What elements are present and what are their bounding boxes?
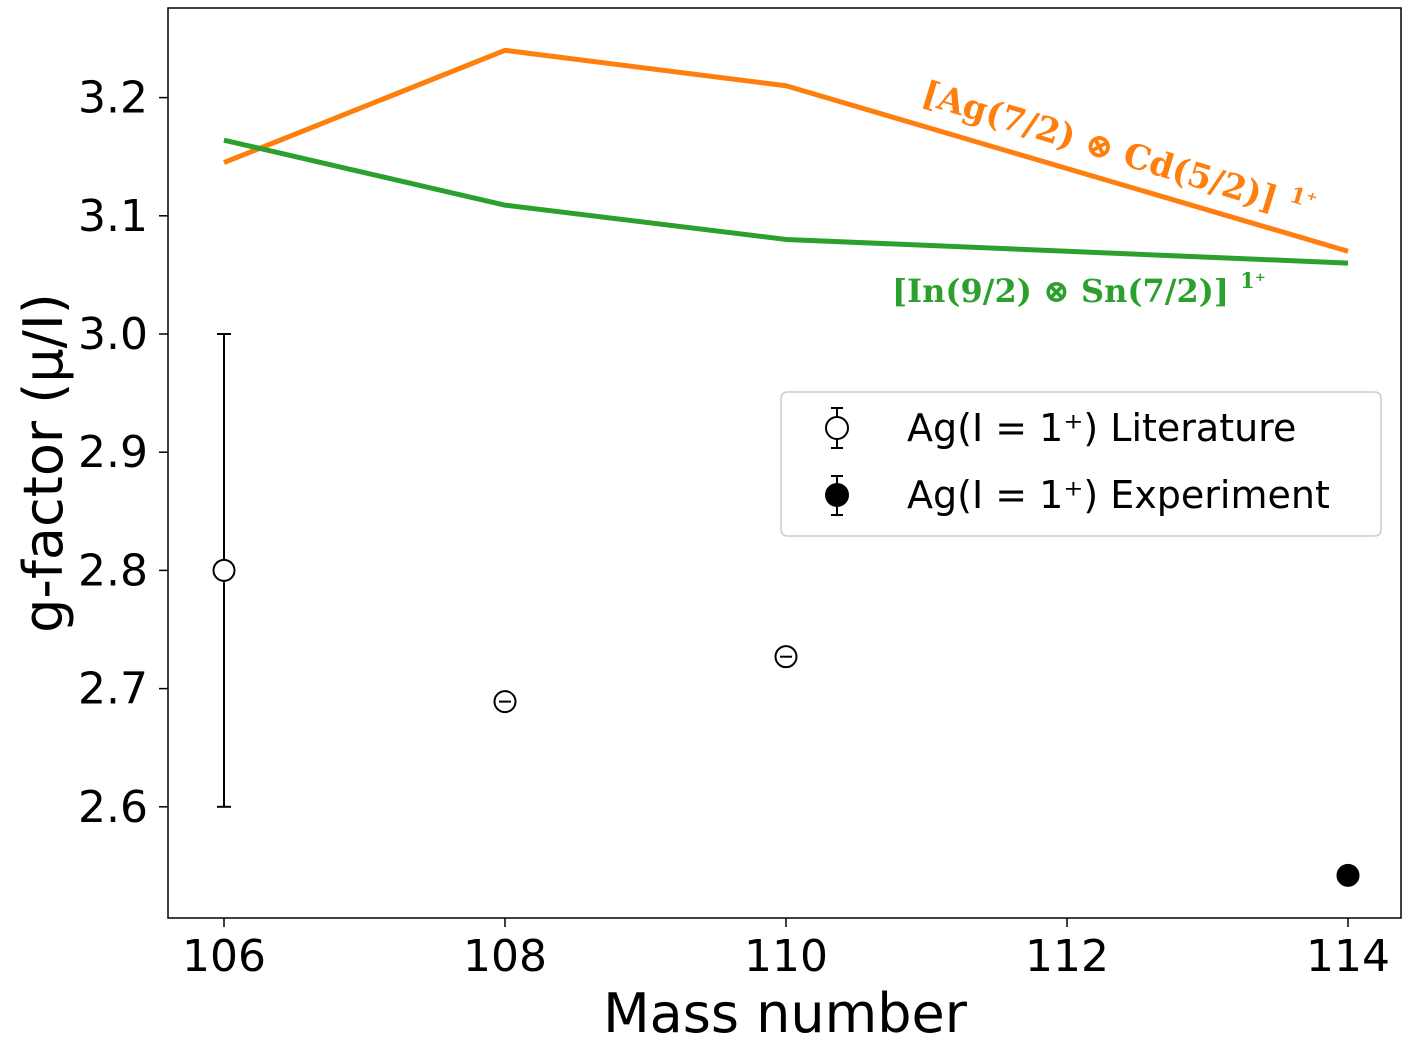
experiment-data-point <box>1336 863 1360 887</box>
x-tick-label: 110 <box>744 931 828 982</box>
annotation-ag-cd: [Ag(7/2) ⊗ Cd(5/2)] 1⁺ <box>917 70 1320 230</box>
annotation-in-sn-sup: 1⁺ <box>1240 268 1266 293</box>
y-tick-label: 2.8 <box>78 545 148 596</box>
y-tick-label: 3.1 <box>78 191 148 242</box>
y-tick-label: 3.2 <box>78 73 148 124</box>
annotation-in-sn: [In(9/2) ⊗ Sn(7/2)] 1⁺ <box>892 268 1266 310</box>
legend-box <box>780 391 1382 537</box>
filled-circle-marker-icon <box>825 483 849 507</box>
x-axis-title: Mass number <box>603 982 968 1040</box>
series-line-in-sn <box>223 137 1349 266</box>
legend-entry-literature: Ag(I = 1⁺) Literature <box>825 406 1296 450</box>
y-tick-label: 2.6 <box>78 782 148 833</box>
annotation-ag-cd-sup: 1⁺ <box>1287 182 1320 215</box>
annotation-ag-cd-main: [Ag(7/2) ⊗ Cd(5/2)] <box>917 73 1282 219</box>
plot-frame <box>167 7 1402 919</box>
x-tick-label: 106 <box>182 931 266 982</box>
y-tick-label: 2.9 <box>78 427 148 478</box>
annotation-in-sn-main: [In(9/2) ⊗ Sn(7/2)] <box>892 272 1229 310</box>
legend-entry-experiment: Ag(I = 1⁺) Experiment <box>825 473 1330 517</box>
legend-label-experiment: Ag(I = 1⁺) Experiment <box>907 473 1330 517</box>
literature-data-point <box>212 558 236 582</box>
legend-label-literature: Ag(I = 1⁺) Literature <box>907 406 1296 450</box>
y-axis-title: g-factor (μ/I) <box>12 293 75 633</box>
open-circle-marker-icon <box>825 416 849 440</box>
x-tick-label: 108 <box>463 931 547 982</box>
axis-ticks: 106 108 110 112 114 2.6 2.7 2.8 2.9 3.0 3.1 3.2 <box>78 73 1390 982</box>
legend: Ag(I = 1⁺) Literature Ag(I = 1⁺) Experim… <box>780 391 1382 537</box>
series-line-ag-cd <box>223 47 1349 254</box>
x-tick-label: 114 <box>1306 931 1390 982</box>
y-tick-label: 3.0 <box>78 309 148 360</box>
x-tick-label: 112 <box>1025 931 1109 982</box>
series-lines <box>223 47 1349 266</box>
y-tick-label: 2.7 <box>78 664 148 715</box>
data-points <box>212 333 1360 887</box>
